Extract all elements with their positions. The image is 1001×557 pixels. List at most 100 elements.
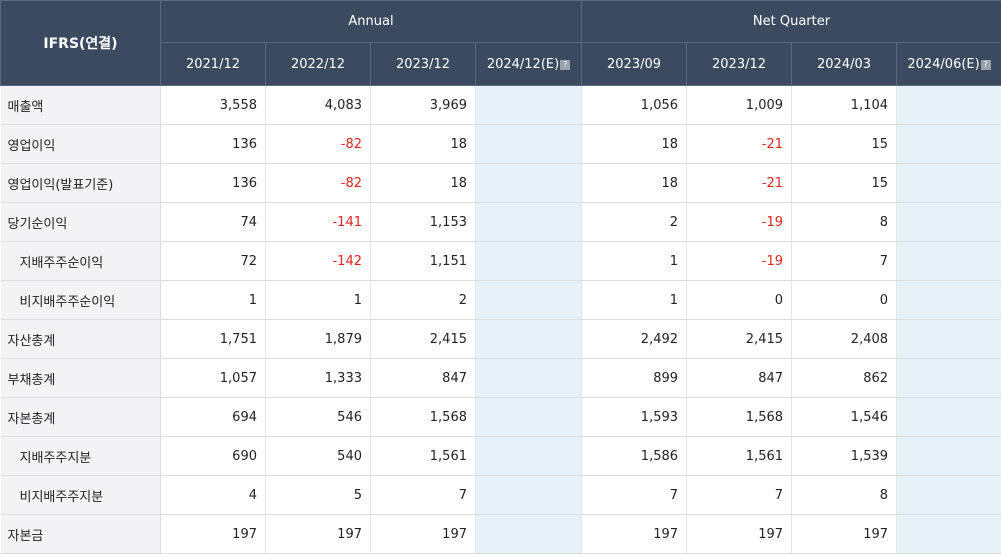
data-cell: [474, 163, 582, 203]
cell-value: 1,593: [640, 409, 679, 425]
data-cell: [896, 202, 1001, 242]
period-label: 2024/12(E): [486, 56, 560, 72]
question-mark-icon[interactable]: ?: [560, 59, 571, 70]
cell-value: 1,057: [219, 370, 257, 386]
cell-value: 1,879: [324, 331, 362, 347]
cell-value: -142: [332, 253, 362, 269]
period-label: 2023/12: [712, 56, 767, 72]
data-cell: [896, 241, 1001, 281]
row-label: 지배주주순이익: [0, 241, 161, 281]
data-cell: 15: [791, 124, 897, 164]
data-cell: 546: [265, 397, 371, 437]
cell-value: 7: [458, 487, 467, 503]
cell-value: 74: [240, 214, 257, 230]
cell-value: 18: [661, 136, 679, 152]
data-cell: 694: [160, 397, 266, 437]
cell-value: -82: [340, 175, 362, 191]
annual-group-header: Annual: [159, 0, 583, 43]
cell-value: 0: [879, 292, 889, 308]
data-cell: 1,586: [581, 436, 687, 476]
cell-value: 8: [879, 214, 889, 230]
data-cell: -21: [686, 163, 792, 203]
data-cell: 136: [160, 163, 266, 203]
data-cell: 847: [686, 358, 792, 398]
data-cell: 1: [581, 241, 687, 281]
data-cell: 0: [686, 280, 792, 320]
cell-value: 2,492: [640, 331, 679, 347]
data-cell: 4: [160, 475, 266, 515]
data-cell: -82: [265, 163, 371, 203]
data-cell: [896, 319, 1001, 359]
data-cell: -82: [265, 124, 371, 164]
cell-value: 1,009: [745, 97, 784, 113]
row-label: 자본금: [0, 514, 161, 554]
cell-value: 7: [774, 487, 784, 503]
data-cell: [474, 85, 582, 125]
data-cell: 18: [370, 163, 476, 203]
period-label: 2021/12: [185, 56, 240, 72]
data-cell: 7: [370, 475, 476, 515]
cell-value: -21: [761, 136, 784, 152]
data-cell: 1,009: [686, 85, 792, 125]
data-cell: 1,153: [370, 202, 476, 242]
data-cell: 197: [791, 514, 897, 554]
data-cell: 1,751: [160, 319, 266, 359]
cell-value: 7: [669, 487, 679, 503]
data-cell: [474, 124, 582, 164]
data-cell: 18: [370, 124, 476, 164]
data-cell: 1: [581, 280, 687, 320]
row-label: 부채총계: [0, 358, 161, 398]
data-cell: 1,568: [370, 397, 476, 437]
cell-value: 1,751: [219, 331, 257, 347]
cell-value: 2: [458, 292, 467, 308]
data-cell: [896, 397, 1001, 437]
cell-value: 540: [337, 448, 362, 464]
question-mark-icon[interactable]: ?: [980, 59, 991, 70]
cell-value: 197: [232, 526, 257, 542]
table-row: 부채총계 1,057 1,333 847 899 847 862: [0, 358, 1001, 398]
cell-value: 5: [353, 487, 362, 503]
cell-value: 3,558: [219, 97, 257, 113]
data-cell: 136: [160, 124, 266, 164]
data-cell: 847: [370, 358, 476, 398]
data-cell: [896, 163, 1001, 203]
table-row: 비지배주주순이익 1 1 2 1 0 0: [0, 280, 1001, 320]
row-label: 자본총계: [0, 397, 161, 437]
data-cell: 2: [581, 202, 687, 242]
cell-value: 2,408: [850, 331, 889, 347]
data-cell: 2: [370, 280, 476, 320]
data-cell: [474, 436, 582, 476]
cell-value: 1: [669, 253, 679, 269]
data-cell: 3,558: [160, 85, 266, 125]
cell-value: -21: [761, 175, 784, 191]
data-cell: 1: [160, 280, 266, 320]
data-cell: 7: [581, 475, 687, 515]
data-cell: [474, 280, 582, 320]
cell-value: 1: [669, 292, 679, 308]
cell-value: 1,153: [429, 214, 467, 230]
cell-value: 847: [442, 370, 467, 386]
period-header: 2021/12: [160, 42, 266, 86]
period-header: 2023/12: [686, 42, 793, 86]
data-cell: [474, 202, 582, 242]
data-cell: [474, 514, 582, 554]
period-header: 2022/12: [265, 42, 371, 86]
cell-value: 197: [758, 526, 784, 542]
cell-value: 1,333: [324, 370, 362, 386]
table-header: IFRS(연결) Annual Net Quarter 2021/12 2022/…: [0, 0, 1001, 86]
cell-value: -141: [332, 214, 362, 230]
cell-value: 1: [248, 292, 257, 308]
cell-value: 197: [337, 526, 362, 542]
data-cell: -142: [265, 241, 371, 281]
cell-value: 4,083: [324, 97, 362, 113]
table-row: 영업이익(발표기준) 136 -82 18 18 -21 15: [0, 163, 1001, 203]
data-cell: [896, 514, 1001, 554]
cell-value: 862: [863, 370, 889, 386]
cell-value: 15: [871, 175, 889, 191]
data-cell: [474, 397, 582, 437]
row-label: 자산총계: [0, 319, 161, 359]
data-cell: -19: [686, 241, 792, 281]
data-cell: 1,568: [686, 397, 792, 437]
data-cell: [896, 358, 1001, 398]
data-cell: 1,333: [265, 358, 371, 398]
